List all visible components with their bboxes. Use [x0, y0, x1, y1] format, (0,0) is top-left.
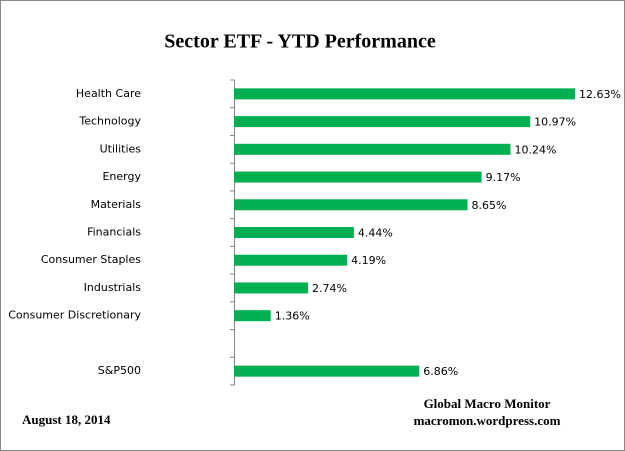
bar [234, 227, 354, 238]
y-tick-label: Materials [91, 198, 142, 211]
y-tick-label: S&P500 [98, 364, 141, 377]
value-label: 9.17% [486, 171, 521, 184]
bar [234, 88, 575, 100]
bar [234, 116, 531, 128]
value-label: 4.44% [358, 227, 393, 240]
value-label: 4.19% [351, 254, 386, 267]
date-note: August 18, 2014 [22, 412, 111, 427]
y-tick-label: Consumer Discretionary [8, 309, 141, 322]
chart-title: Sector ETF - YTD Performance [164, 31, 436, 53]
y-tick-label: Technology [78, 115, 141, 128]
bar [234, 199, 468, 211]
value-label: 10.97% [534, 116, 576, 129]
value-label: 12.63% [579, 88, 621, 101]
source-note: Global Macro Monitor [424, 396, 551, 411]
value-label: 2.74% [312, 282, 347, 295]
bar [234, 143, 511, 155]
bar [234, 254, 348, 266]
bar [234, 310, 271, 322]
y-tick-label: Energy [102, 170, 141, 183]
bar [234, 282, 308, 294]
y-tick-label: Health Care [76, 87, 141, 100]
y-tick-label: Utilities [100, 142, 142, 155]
bar [234, 365, 420, 377]
y-tick-label: Consumer Staples [41, 253, 141, 266]
y-tick-label: Financials [87, 226, 141, 239]
value-label: 1.36% [275, 310, 310, 323]
website-note: macromon.wordpress.com [414, 413, 561, 428]
value-label: 6.86% [423, 365, 458, 378]
bar [234, 171, 482, 183]
value-label: 10.24% [514, 143, 556, 156]
value-label: 8.65% [472, 199, 507, 212]
y-tick-label: Industrials [84, 281, 142, 294]
